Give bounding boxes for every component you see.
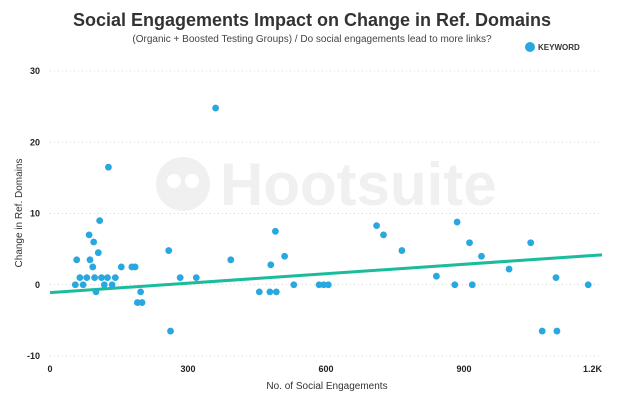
x-tick-label: 1.2K xyxy=(583,364,603,374)
data-point xyxy=(266,288,274,296)
data-point xyxy=(272,227,279,235)
data-point xyxy=(255,288,263,296)
data-point xyxy=(105,163,112,171)
data-point xyxy=(324,281,332,289)
data-point xyxy=(451,281,459,289)
data-point xyxy=(538,327,546,335)
data-point xyxy=(468,281,476,289)
data-point xyxy=(552,274,560,282)
data-point xyxy=(96,217,104,225)
data-point xyxy=(272,288,280,296)
y-axis-ticks: -10 0 10 20 30 xyxy=(27,66,40,361)
data-point xyxy=(453,218,461,226)
data-point xyxy=(527,239,535,247)
data-point xyxy=(398,247,406,254)
data-point xyxy=(90,238,98,246)
owl-logo-icon xyxy=(156,157,210,211)
data-point xyxy=(76,274,84,282)
data-point xyxy=(373,222,380,230)
data-point xyxy=(176,274,184,282)
data-point xyxy=(71,281,79,289)
data-point xyxy=(584,281,592,289)
x-axis-ticks: 0 300 600 900 1.2K xyxy=(47,364,602,374)
y-tick-label: 10 xyxy=(30,209,40,219)
data-point xyxy=(104,274,111,282)
data-point xyxy=(131,263,139,271)
data-point xyxy=(94,249,102,257)
data-point xyxy=(98,274,105,282)
data-point xyxy=(83,274,91,282)
x-tick-label: 0 xyxy=(47,364,52,374)
data-point xyxy=(117,263,125,271)
y-tick-label: 20 xyxy=(30,137,40,147)
x-tick-label: 300 xyxy=(180,364,195,374)
data-point xyxy=(91,274,99,282)
data-point xyxy=(92,288,100,296)
legend-label: KEYWORD xyxy=(538,43,580,52)
data-point xyxy=(192,274,200,282)
data-point xyxy=(433,272,440,280)
data-point xyxy=(85,231,93,239)
data-points xyxy=(71,104,592,335)
x-tick-label: 600 xyxy=(318,364,333,374)
data-point xyxy=(505,265,513,273)
x-tick-label: 900 xyxy=(456,364,471,374)
y-tick-label: 0 xyxy=(35,280,40,290)
data-point xyxy=(167,327,174,335)
data-point xyxy=(165,247,173,254)
legend: KEYWORD xyxy=(525,42,580,52)
y-tick-label: -10 xyxy=(27,351,40,361)
data-point xyxy=(111,274,119,282)
data-point xyxy=(89,263,97,271)
data-point xyxy=(267,261,275,269)
data-point xyxy=(79,281,87,289)
grid xyxy=(50,70,602,357)
data-point xyxy=(281,252,288,260)
data-point xyxy=(380,231,387,239)
y-tick-label: 30 xyxy=(30,66,40,76)
watermark-text: Hootsuite xyxy=(220,151,497,218)
data-point xyxy=(100,281,108,289)
data-point xyxy=(227,256,235,264)
data-point xyxy=(86,256,94,264)
chart-title: Social Engagements Impact on Change in R… xyxy=(72,10,552,30)
data-point xyxy=(108,281,116,289)
data-point xyxy=(138,299,146,306)
x-axis-label: No. of Social Engagements xyxy=(266,381,387,392)
chart-subtitle: (Organic + Boosted Testing Groups) / Do … xyxy=(132,34,492,45)
data-point xyxy=(73,256,81,264)
data-point xyxy=(466,239,473,247)
data-point xyxy=(553,327,561,335)
data-point xyxy=(137,288,145,296)
trendline xyxy=(49,253,603,295)
data-point xyxy=(212,104,220,112)
data-point xyxy=(290,281,298,289)
watermark: Hootsuite xyxy=(156,151,497,218)
legend-marker xyxy=(525,42,535,52)
y-axis-label: Change in Ref. Domains xyxy=(14,159,25,268)
data-point xyxy=(478,252,485,260)
